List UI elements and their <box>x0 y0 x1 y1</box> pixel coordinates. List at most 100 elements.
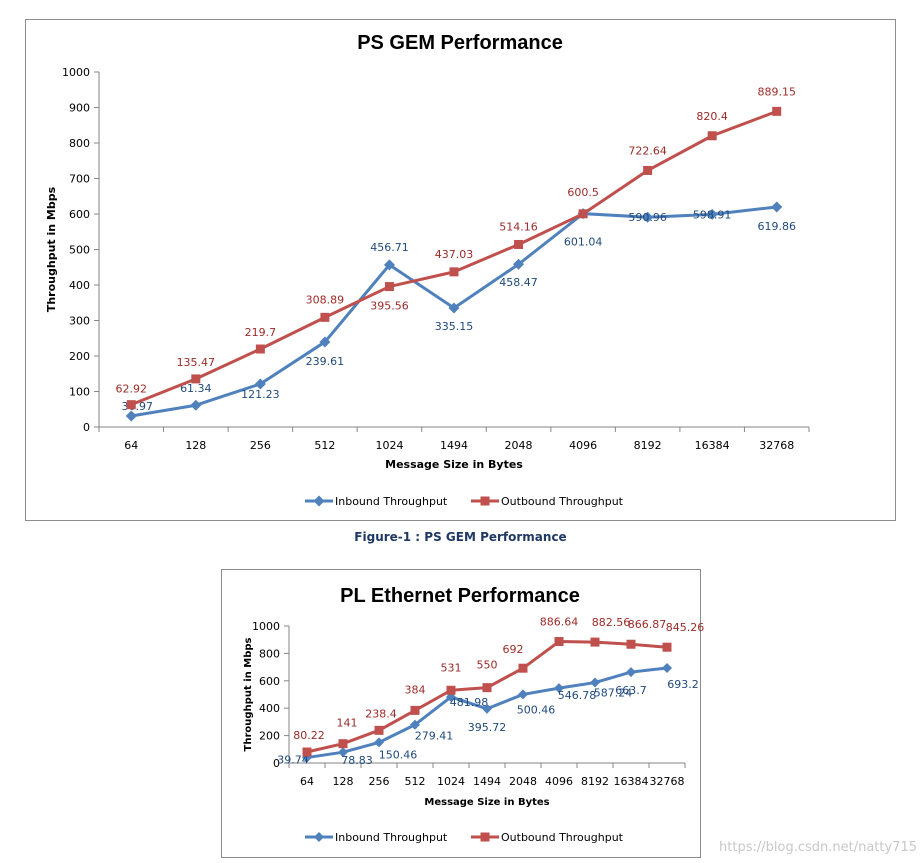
ps-gem-y-tick-label: 300 <box>69 315 90 328</box>
ps-gem-inbound-point <box>383 259 395 271</box>
ps-gem-x-tick-label: 1024 <box>375 439 403 452</box>
pl-ethernet-outbound-point <box>338 739 348 749</box>
ps-gem-y-tick-label: 800 <box>69 137 90 150</box>
ps-gem-outbound-point <box>449 267 459 277</box>
ps-gem-x-tick-label: 1494 <box>440 439 468 452</box>
pl-ethernet-legend-outbound-marker <box>480 832 490 842</box>
ps-gem-inbound-point <box>190 399 202 411</box>
ps-gem-legend-inbound-label: Inbound Throughput <box>335 495 448 508</box>
pl-ethernet-inbound-point <box>374 737 384 748</box>
pl-ethernet-x-axis-title: Message Size in Bytes <box>424 797 549 808</box>
ps-gem-y-tick-label: 600 <box>69 208 90 221</box>
pl-ethernet-x-tick-label: 512 <box>405 775 426 788</box>
ps-gem-outbound-point <box>772 106 782 116</box>
ps-gem-inbound-point <box>513 258 525 270</box>
pl-ethernet-x-tick-label: 1494 <box>473 775 501 788</box>
ps-gem-outbound-point <box>643 165 653 175</box>
pl-ethernet-inbound-data-label: 395.72 <box>468 721 507 734</box>
pl-ethernet-chart-panel <box>221 569 701 858</box>
pl-ethernet-y-tick-label: 0 <box>273 757 280 770</box>
ps-gem-inbound-point <box>706 208 718 220</box>
pl-ethernet-inbound-data-label: 150.46 <box>379 748 418 761</box>
pl-ethernet-inbound-data-label: 693.2 <box>667 678 699 691</box>
pl-ethernet-inbound-point <box>482 703 492 714</box>
pl-ethernet-y-tick-label: 200 <box>259 730 280 743</box>
pl-ethernet-y-tick-label: 400 <box>259 702 280 715</box>
ps-gem-outbound-data-label: 135.47 <box>177 356 216 369</box>
pl-ethernet-outbound-data-label: 141 <box>337 717 358 730</box>
ps-gem-outbound-point <box>191 374 201 384</box>
pl-ethernet-x-tick-label: 8192 <box>581 775 609 788</box>
ps-gem-outbound-point <box>255 344 265 354</box>
pl-ethernet-inbound-data-label: 279.41 <box>415 730 454 743</box>
ps-gem-title: PS GEM Performance <box>357 32 563 54</box>
ps-gem-inbound-data-label: 598.91 <box>693 208 732 221</box>
pl-ethernet-outbound-point <box>374 725 384 735</box>
ps-gem-outbound-point <box>578 209 588 219</box>
ps-gem-x-tick-label: 128 <box>185 439 206 452</box>
watermark-text: https://blog.csdn.net/natty715 <box>719 840 917 855</box>
pl-ethernet-x-tick-label: 128 <box>333 775 354 788</box>
ps-gem-x-tick-label: 4096 <box>569 439 597 452</box>
ps-gem-x-axis-title: Message Size in Bytes <box>385 458 523 471</box>
pl-ethernet-outbound-point <box>482 683 492 693</box>
ps-gem-outbound-point <box>384 282 394 292</box>
ps-gem-y-tick-label: 200 <box>69 350 90 363</box>
pl-ethernet-x-tick-label: 2048 <box>509 775 537 788</box>
ps-gem-x-tick-label: 16384 <box>695 439 730 452</box>
ps-gem-y-tick-label: 1000 <box>62 66 90 79</box>
ps-gem-y-axis-title: Throughput in Mbps <box>45 186 58 312</box>
ps-gem-outbound-data-label: 600.5 <box>567 186 599 199</box>
pl-ethernet-outbound-point <box>554 637 564 647</box>
ps-gem-inbound-point <box>771 201 783 213</box>
pl-ethernet-inbound-point <box>662 663 672 674</box>
ps-gem-inbound-point <box>125 410 137 422</box>
pl-ethernet-x-tick-label: 1024 <box>437 775 465 788</box>
ps-gem-inbound-data-label: 239.61 <box>306 355 345 368</box>
pl-ethernet-outbound-data-label: 882.56 <box>592 616 631 629</box>
ps-gem-outbound-data-label: 820.4 <box>696 110 728 123</box>
pl-ethernet-outbound-point <box>626 639 636 649</box>
pl-ethernet-x-tick-label: 16384 <box>614 775 649 788</box>
pl-ethernet-outbound-data-label: 845.26 <box>666 621 705 634</box>
pl-ethernet-inbound-data-label: 39.74 <box>277 754 309 767</box>
pl-ethernet-inbound-data-label: 78.83 <box>341 754 373 767</box>
pl-ethernet-y-tick-label: 600 <box>259 675 280 688</box>
pl-ethernet-outbound-point <box>446 685 456 695</box>
pl-ethernet-inbound-data-label: 500.46 <box>517 703 556 716</box>
ps-gem-x-tick-label: 256 <box>250 439 271 452</box>
pl-ethernet-y-tick-label: 800 <box>259 647 280 660</box>
ps-gem-outbound-data-label: 889.15 <box>757 85 796 98</box>
ps-gem-x-tick-label: 64 <box>124 439 138 452</box>
ps-gem-inbound-point <box>642 211 654 223</box>
ps-gem-x-tick-label: 2048 <box>505 439 533 452</box>
pl-ethernet-inbound-point <box>590 677 600 688</box>
ps-gem-inbound-data-label: 335.15 <box>435 320 474 333</box>
pl-ethernet-outbound-point <box>410 705 420 715</box>
pl-ethernet-outbound-data-label: 531 <box>441 661 462 674</box>
pl-ethernet-outbound-data-label: 550 <box>477 659 498 672</box>
pl-ethernet-title: PL Ethernet Performance <box>340 585 580 607</box>
ps-gem-inbound-data-label: 619.86 <box>757 220 796 233</box>
pl-ethernet-outbound-point <box>590 637 600 647</box>
ps-gem-outbound-data-label: 722.64 <box>628 144 667 157</box>
ps-gem-legend-outbound-label: Outbound Throughput <box>501 495 624 508</box>
ps-gem-inbound-point <box>448 302 460 314</box>
ps-gem-x-tick-label: 8192 <box>634 439 662 452</box>
ps-gem-inbound-data-label: 590.96 <box>628 211 667 224</box>
pl-ethernet-legend-outbound-label: Outbound Throughput <box>501 831 624 844</box>
pl-ethernet-inbound-point <box>626 667 636 678</box>
pl-ethernet-legend-inbound-label: Inbound Throughput <box>335 831 448 844</box>
ps-gem-y-tick-label: 100 <box>69 386 90 399</box>
pl-ethernet-inbound-point <box>554 683 564 694</box>
pl-ethernet-x-tick-label: 256 <box>369 775 390 788</box>
pl-ethernet-inbound-data-label: 663.7 <box>615 684 647 697</box>
ps-gem-outbound-data-label: 219.7 <box>245 326 277 339</box>
pl-ethernet-inbound-data-label: 587.24 <box>594 687 633 700</box>
ps-gem-outbound-data-label: 395.56 <box>370 300 409 313</box>
pl-ethernet-outbound-data-label: 80.22 <box>293 729 325 742</box>
pl-ethernet-outbound-data-label: 692 <box>503 643 524 656</box>
ps-gem-outbound-point <box>707 131 717 141</box>
ps-gem-inbound-data-label: 61.34 <box>180 382 212 395</box>
pl-ethernet-inbound-data-label: 481.98 <box>450 696 489 709</box>
